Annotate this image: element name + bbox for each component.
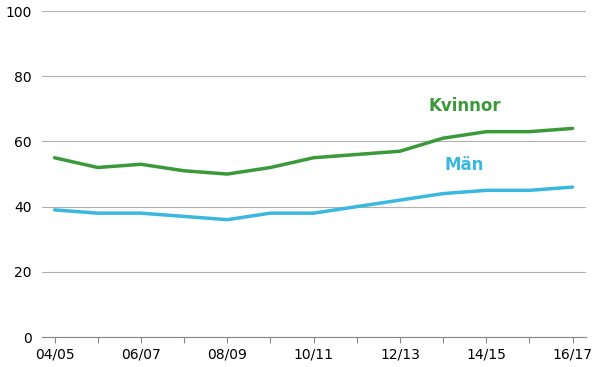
Text: Kvinnor: Kvinnor [428,97,501,115]
Text: Män: Män [445,156,484,174]
